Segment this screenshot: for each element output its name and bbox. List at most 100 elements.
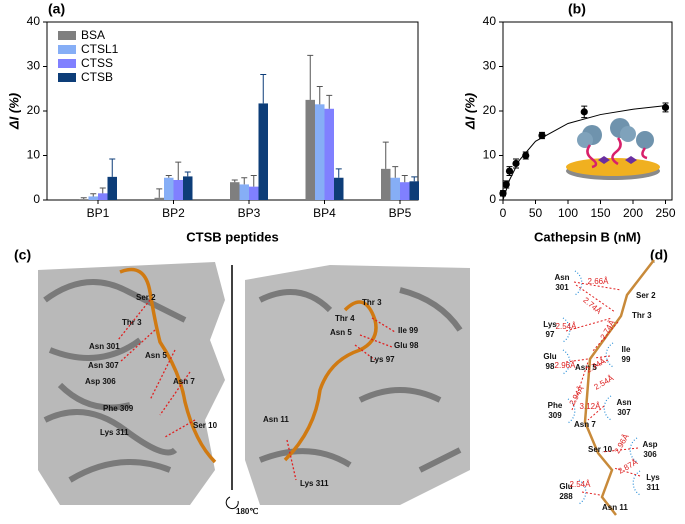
panel-label: (c) [14,247,31,263]
x-tick-label: 0 [500,206,507,220]
peptide-backbone [119,267,217,464]
distance-label: 3.12Å [580,402,602,411]
protein-surface [38,262,225,505]
x-tick-label: 200 [623,206,643,220]
distance-label: 2.74Å [581,296,603,317]
error-bar [175,161,182,180]
bar [154,197,164,200]
y-tick-label: 40 [27,14,41,28]
residue-number: 309 [548,411,562,420]
residue-name: Phe [548,401,563,410]
residue-label: Ser 10 [193,421,218,430]
bar [334,177,344,200]
x-tick-label: 250 [655,206,675,220]
error-bar [165,175,172,178]
bar [183,176,193,200]
error-bar [90,193,97,197]
distance-label: 2.87Å [617,457,640,476]
legend-swatch [58,73,76,82]
peptide-strand [586,137,648,169]
h-bond [117,299,196,438]
distance-label: 2.66Å [588,277,610,286]
data-point [505,167,514,175]
peptide-backbone [283,300,378,462]
data-point [512,159,520,168]
residue-label: Asn 5 [330,328,352,337]
bar [249,186,259,200]
residue-label: Thr 3 [122,318,142,327]
protein-blob [620,126,636,142]
y-tick-label: 0 [33,192,40,206]
x-tick-label: 100 [558,206,578,220]
peptide-residue: Ser 10 [588,445,613,454]
rotation-label: 180℃ [236,507,258,516]
bar [258,103,268,200]
h-bond [286,317,396,481]
rotation-icon [225,496,239,510]
residue-arc [562,317,571,343]
panel-label: (d) [650,247,668,263]
residue-name: Glu [543,352,556,361]
residue-arc [574,270,583,296]
residue-name: Ile [622,345,631,354]
residue-label: Thr 3 [362,298,382,307]
residue-label: Ile 99 [398,326,419,335]
panel-label: (a) [48,1,65,17]
x-axis-label: Cathepsin B (nM) [534,229,641,244]
distance-label: 2.96Å [613,432,632,455]
y-tick-label: 20 [27,103,41,117]
residue-number: 288 [559,492,573,501]
bar [98,193,108,200]
residue-name: Asn [554,273,569,282]
residue-number: 97 [546,330,555,339]
y-axis-label: ΔI (%) [6,93,21,130]
left-labels: Ser 2 Thr 3 Asn 301 Asn 5 Asn 307 Asp 306 Asn … [85,293,218,437]
data-point [538,131,546,140]
marker [598,156,637,164]
bar [230,182,240,200]
distance-label: 2.54Å [593,373,616,392]
x-tick-label: 50 [529,206,543,220]
residue-name: Lys [646,473,660,482]
y-tick-label: 40 [483,14,497,28]
legend-label: CTSB [81,70,113,84]
residue-number: 99 [622,355,631,364]
error-bar [184,171,191,177]
error-bar [241,177,248,185]
fit-line [502,105,666,201]
residue-label: Asn 307 [88,361,119,370]
protein-helix [43,279,187,483]
right-labels: Thr 3 Thr 4 Asn 5 Ile 99 Glu 98 Lys 97 Asn 11 L… [263,298,419,488]
legend-swatch [58,31,76,40]
protein-helix [258,287,463,473]
distance-label: 2.96Å [555,361,577,370]
residue-label: Lys 97 [370,355,395,364]
panel-label: (b) [568,1,586,17]
peptide-residue: Asn 7 [574,420,596,429]
residue-label: Phe 309 [103,404,134,413]
x-tick-label: BP2 [162,206,185,220]
x-tick-label: BP4 [313,206,336,220]
error-bar [411,176,418,182]
residue-arc [632,470,641,496]
y-axis-label: ΔI (%) [462,93,477,130]
residue-arc [562,349,571,375]
residue-label: Glu 98 [394,341,419,350]
data-point [499,189,507,197]
protein-blob [577,132,593,148]
peptide-residue: Ser 2 [636,291,656,300]
bar [239,184,249,200]
peptide-residue: Thr 3 [632,311,652,320]
bar [390,177,400,200]
protein-render-left [38,262,225,505]
error-bar [99,187,106,194]
protein-surface [245,265,470,505]
residue-name: Asn [616,398,631,407]
residue-number: 306 [643,450,657,459]
residue-label: Asn 301 [89,342,120,351]
residue-number: 301 [555,283,569,292]
peptide-backbone [583,259,655,516]
legend-swatch [58,59,76,68]
residue-label: Asn 11 [263,415,289,424]
y-tick-label: 30 [483,59,497,73]
